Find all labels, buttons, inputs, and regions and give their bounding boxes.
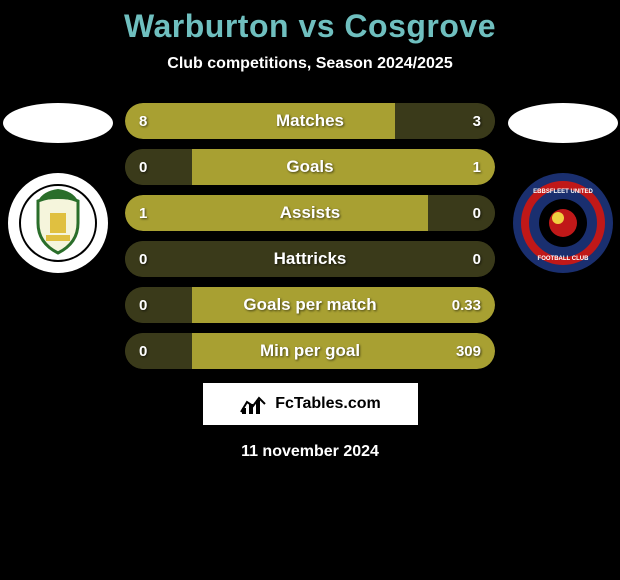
right-player-photo bbox=[508, 103, 618, 143]
bar-value-right: 3 bbox=[473, 113, 481, 130]
right-crest-svg: EBBSFLEET UNITED FOOTBALL CLUB bbox=[518, 178, 608, 268]
bar-label: Hattricks bbox=[125, 249, 495, 269]
left-club-crest[interactable] bbox=[8, 173, 108, 273]
left-player-col bbox=[0, 103, 115, 273]
stat-bar: 0Min per goal309 bbox=[125, 333, 495, 369]
right-club-crest[interactable]: EBBSFLEET UNITED FOOTBALL CLUB bbox=[513, 173, 613, 273]
bar-value-right: 0.33 bbox=[452, 297, 481, 314]
stat-bar: 8Matches3 bbox=[125, 103, 495, 139]
stat-bar: 0Goals1 bbox=[125, 149, 495, 185]
main-row: 8Matches30Goals11Assists00Hattricks00Goa… bbox=[0, 103, 620, 369]
left-crest-svg bbox=[18, 183, 98, 263]
bar-value-right: 1 bbox=[473, 159, 481, 176]
bar-label: Min per goal bbox=[125, 341, 495, 361]
fctables-text: FcTables.com bbox=[275, 395, 381, 413]
left-player-photo bbox=[3, 103, 113, 143]
stat-bar: 0Hattricks0 bbox=[125, 241, 495, 277]
comparison-card: Warburton vs Cosgrove Club competitions,… bbox=[0, 0, 620, 461]
stat-bar: 1Assists0 bbox=[125, 195, 495, 231]
svg-text:FOOTBALL CLUB: FOOTBALL CLUB bbox=[537, 256, 589, 262]
page-title: Warburton vs Cosgrove bbox=[0, 8, 620, 45]
bar-value-right: 309 bbox=[456, 343, 481, 360]
svg-text:EBBSFLEET UNITED: EBBSFLEET UNITED bbox=[533, 189, 593, 195]
bar-label: Assists bbox=[125, 203, 495, 223]
fctables-logo[interactable]: FcTables.com bbox=[203, 383, 418, 425]
subtitle: Club competitions, Season 2024/2025 bbox=[0, 55, 620, 73]
fctables-chart-icon bbox=[239, 392, 269, 416]
right-player-col: EBBSFLEET UNITED FOOTBALL CLUB bbox=[505, 103, 620, 273]
date-label: 11 november 2024 bbox=[0, 443, 620, 461]
bar-value-right: 0 bbox=[473, 205, 481, 222]
stat-bars: 8Matches30Goals11Assists00Hattricks00Goa… bbox=[125, 103, 495, 369]
bar-value-right: 0 bbox=[473, 251, 481, 268]
bar-label: Goals bbox=[125, 157, 495, 177]
bar-label: Goals per match bbox=[125, 295, 495, 315]
stat-bar: 0Goals per match0.33 bbox=[125, 287, 495, 323]
bar-label: Matches bbox=[125, 111, 495, 131]
